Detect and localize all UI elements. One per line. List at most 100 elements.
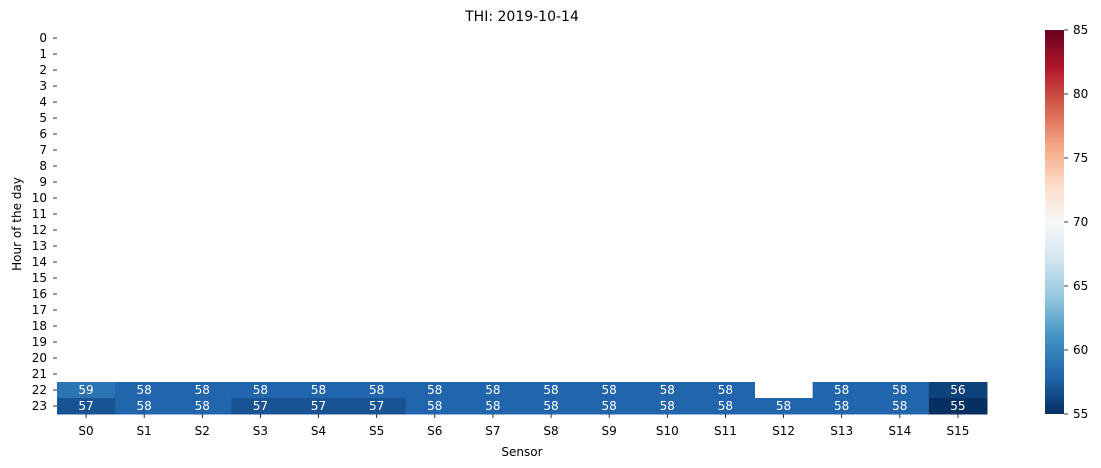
heatmap-cell [928, 382, 988, 399]
y-tick-label: 4 [39, 95, 47, 109]
y-tick-label: 10 [32, 191, 47, 205]
y-tick-label: 6 [39, 127, 47, 141]
cell-value-label: 57 [78, 399, 93, 413]
heatmap-cell [696, 398, 755, 415]
cell-value-label: 58 [543, 399, 558, 413]
x-tick-label: S10 [656, 424, 679, 438]
cell-value-label: 56 [950, 383, 965, 397]
y-tick-label: 18 [32, 319, 47, 333]
heatmap-cell [115, 382, 174, 399]
cell-value-label: 58 [485, 383, 500, 397]
heatmap-cell [754, 398, 814, 415]
y-tick-label: 5 [39, 111, 47, 125]
cell-value-label: 57 [311, 399, 326, 413]
y-tick-label: 0 [39, 31, 47, 45]
cell-value-label: 57 [369, 399, 384, 413]
heatmap-cell [231, 382, 290, 399]
colorbar-gradient [1045, 30, 1064, 414]
heatmap-cell [347, 382, 407, 399]
x-tick-label: S8 [543, 424, 558, 438]
y-tick-label: 9 [39, 175, 47, 189]
y-tick-label: 8 [39, 159, 47, 173]
cell-value-label: 58 [369, 383, 384, 397]
y-tick-label: 19 [32, 335, 47, 349]
x-tick-label: S11 [714, 424, 737, 438]
cell-value-label: 58 [427, 383, 442, 397]
heatmap-cell [580, 382, 639, 399]
chart-title: THI: 2019-10-14 [464, 9, 579, 25]
heatmap-cell [522, 398, 581, 415]
y-tick-label: 3 [39, 79, 47, 93]
heatmap-cell [57, 398, 116, 415]
cell-value-label: 58 [892, 399, 907, 413]
heatmap-cell [522, 382, 581, 399]
heatmap-cell [463, 398, 523, 415]
y-tick-label: 7 [39, 143, 47, 157]
cell-value-label: 58 [195, 399, 210, 413]
cell-value-label: 58 [602, 399, 617, 413]
colorbar-tick-label: 80 [1073, 87, 1088, 101]
cell-value-label: 58 [137, 399, 152, 413]
cell-value-label: 58 [602, 383, 617, 397]
cell-value-label: 58 [660, 399, 675, 413]
colorbar-tick-label: 75 [1073, 151, 1088, 165]
cell-value-label: 58 [660, 383, 675, 397]
heatmap-cell [870, 398, 930, 415]
heatmap-cells [57, 382, 988, 415]
cell-value-label: 58 [776, 399, 791, 413]
x-tick-label: S1 [137, 424, 152, 438]
x-tick-label: S9 [602, 424, 617, 438]
cell-value-label: 58 [195, 383, 210, 397]
heatmap-cell [173, 398, 232, 415]
colorbar-tick-label: 85 [1073, 23, 1088, 37]
heatmap-cell [638, 398, 697, 415]
y-tick-label: 2 [39, 63, 47, 77]
cell-value-label: 58 [834, 383, 849, 397]
cell-value-label: 59 [78, 383, 93, 397]
cell-value-label: 58 [311, 383, 326, 397]
x-tick-label: S7 [485, 424, 500, 438]
heatmap-cell-labels: 59 58 58 58 58 58 58 58 58 58 58 58 58 58 56 57 58 58 57 57… [78, 383, 965, 413]
colorbar-tick-label: 55 [1073, 407, 1088, 421]
colorbar-tick-label: 60 [1073, 343, 1088, 357]
y-tick-label: 1 [39, 47, 47, 61]
heatmap-cell [463, 382, 523, 399]
heatmap-cell [347, 398, 407, 415]
heatmap-cell [580, 398, 639, 415]
heatmap-cell [405, 398, 465, 415]
y-tick-label: 16 [32, 287, 47, 301]
x-tick-label: S15 [946, 424, 969, 438]
y-tick-label: 15 [32, 271, 47, 285]
cell-value-label: 58 [718, 383, 733, 397]
colorbar: 55 60 65 70 75 80 85 [1045, 23, 1088, 421]
heatmap-cell [289, 382, 349, 399]
x-tick-label: S3 [253, 424, 268, 438]
heatmap-cell [812, 398, 872, 415]
cell-value-label: 57 [253, 399, 268, 413]
colorbar-tick-label: 65 [1073, 279, 1088, 293]
cell-value-label: 55 [950, 399, 965, 413]
heatmap-cell [696, 382, 755, 399]
cell-value-label: 58 [892, 383, 907, 397]
x-tick-label: S4 [311, 424, 326, 438]
y-tick-label: 22 [32, 383, 47, 397]
x-tick-label: S5 [369, 424, 384, 438]
x-tick-label: S2 [195, 424, 210, 438]
y-tick-label: 21 [32, 367, 47, 381]
x-axis-label: Sensor [501, 445, 542, 459]
heatmap-cell [928, 398, 988, 415]
cell-value-label: 58 [137, 383, 152, 397]
x-tick-label: S6 [427, 424, 442, 438]
cell-value-label: 58 [718, 399, 733, 413]
x-tick-label: S13 [830, 424, 853, 438]
heatmap-cell [115, 398, 174, 415]
heatmap-cell [57, 382, 116, 399]
x-tick-label: S14 [888, 424, 911, 438]
colorbar-tick-label: 70 [1073, 215, 1088, 229]
y-tick-label: 17 [32, 303, 47, 317]
heatmap-cell [870, 382, 930, 399]
y-tick-label: 12 [32, 223, 47, 237]
heatmap-cell [405, 382, 465, 399]
